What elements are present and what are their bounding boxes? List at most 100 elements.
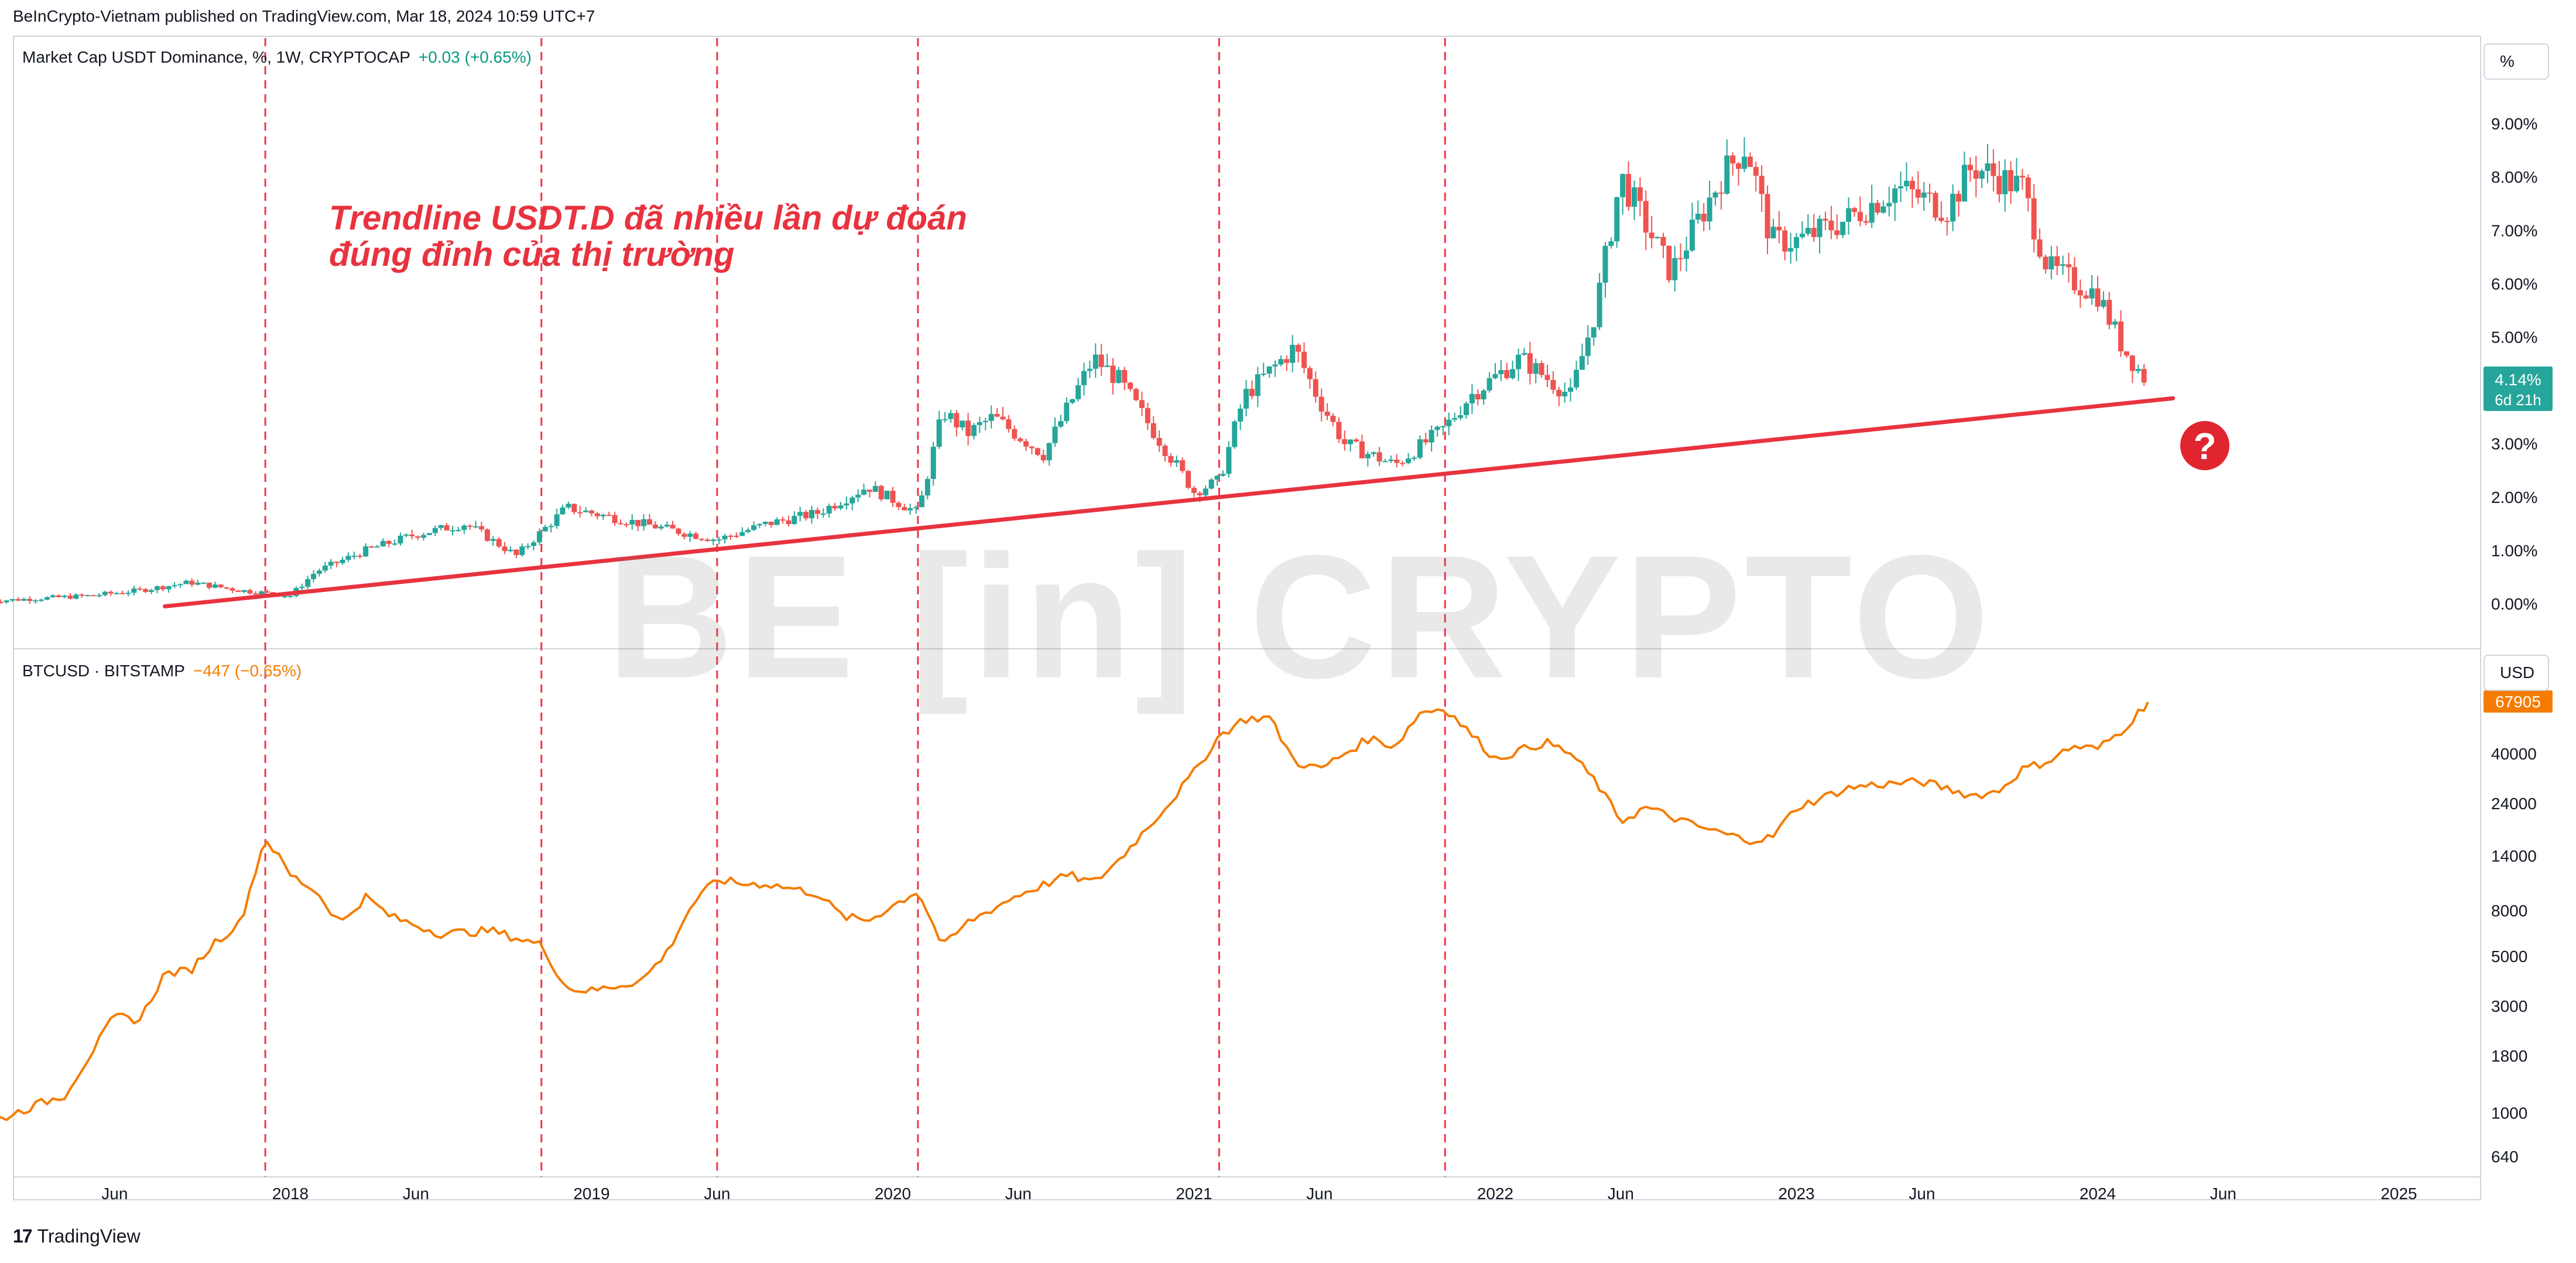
- usdt-candle-body: [1770, 227, 1776, 239]
- usdt-candle: [646, 514, 652, 525]
- usdt-candle: [2077, 279, 2083, 309]
- time-axis-label: 2025: [2380, 1185, 2417, 1203]
- usdt-candle: [1736, 162, 1742, 186]
- usdt-candle: [513, 549, 519, 559]
- usdt-candle: [728, 534, 734, 540]
- usdt-candle-body: [1481, 390, 1486, 400]
- usdt-candle-body: [1527, 353, 1533, 374]
- tradingview-branding[interactable]: 17 TradingView: [13, 1226, 141, 1247]
- usdt-candle: [1996, 160, 2002, 203]
- usdt-candle: [948, 409, 954, 423]
- usdt-candle-body: [1556, 389, 1562, 396]
- time-axis-label: Jun: [2210, 1185, 2236, 1203]
- usdt-candle-body: [1637, 187, 1643, 201]
- usdt-candle-body: [1324, 411, 1330, 416]
- usdt-candle-body: [496, 539, 502, 547]
- usdt-candle: [872, 481, 878, 492]
- usdt-candle: [635, 519, 641, 532]
- usdt-candle-body: [2013, 176, 2019, 191]
- usdt-candle-body: [2112, 321, 2118, 325]
- usdt-candle: [206, 582, 212, 590]
- usdt-candle: [1186, 470, 1191, 490]
- usdt-candle-body: [1973, 170, 1979, 179]
- tradingview-logo-icon: 17: [13, 1226, 33, 1247]
- btcusd-symbol: BTCUSD · BITSTAMP: [22, 662, 185, 680]
- usdt-candle-body: [2101, 300, 2106, 307]
- usdt-candle: [832, 502, 838, 511]
- usdt-candle-body: [977, 422, 982, 425]
- usdt-candle-body: [415, 536, 421, 538]
- usdt-candle: [1637, 177, 1643, 217]
- usdt-candle: [1886, 186, 1892, 217]
- usdt-candle-body: [954, 413, 960, 427]
- usdt-candle: [1678, 243, 1684, 272]
- btcusd-legend[interactable]: BTCUSD · BITSTAMP −447 (−0.65%): [22, 662, 302, 680]
- usdt-candle: [1979, 169, 1985, 189]
- usdt-candle: [467, 524, 473, 530]
- time-axis-label: Jun: [1306, 1185, 1332, 1203]
- usdt-candle-body: [1122, 369, 1128, 383]
- usdt-candle-body: [855, 494, 861, 498]
- usdt-candle-body: [606, 515, 612, 516]
- usdt-candle: [687, 530, 693, 542]
- usdt-candle-body: [1417, 439, 1423, 458]
- usdt-candle-body: [832, 505, 838, 509]
- usdt-candle: [554, 508, 560, 529]
- usdt-candle: [1903, 162, 1909, 191]
- usdt-candle-body: [351, 556, 357, 557]
- usdt-candle: [119, 590, 125, 594]
- usdt-candle-body: [305, 579, 311, 587]
- usdt-candle-body: [229, 588, 235, 591]
- usdt-candle-body: [1000, 416, 1006, 420]
- usdt-candle: [2043, 255, 2049, 274]
- usdt-candle: [1660, 232, 1666, 258]
- usdt-candle-body: [409, 534, 415, 536]
- usdt-candle-body: [467, 525, 473, 527]
- usdt-candle: [1944, 217, 1950, 236]
- usd-currency-button[interactable]: USD: [2483, 655, 2549, 691]
- usdt-candle: [1875, 200, 1880, 215]
- usdt-candle: [954, 410, 960, 437]
- usdt-candle-body: [2037, 239, 2043, 257]
- usdt-candle-body: [826, 505, 832, 514]
- usdt-candle: [624, 522, 629, 528]
- btcusd-price-line: [0, 701, 2149, 1121]
- usdt-candle: [994, 408, 1000, 417]
- usdt-candle: [890, 487, 896, 507]
- usdt-candle: [1458, 406, 1464, 420]
- usdt-candle-body: [1562, 392, 1568, 396]
- usdt-dominance-legend[interactable]: Market Cap USDT Dominance, %, 1W, CRYPTO…: [22, 48, 532, 67]
- usdt-candle-body: [1944, 221, 1950, 223]
- usdt-candle: [1092, 343, 1098, 378]
- usdt-candle-body: [1828, 220, 1834, 231]
- usdt-candle: [1562, 382, 1568, 403]
- usdt-candle-body: [566, 504, 571, 508]
- usdt-candle-body: [1058, 421, 1064, 427]
- usdt-candle: [450, 526, 455, 536]
- usdt-candle-body: [756, 523, 762, 526]
- usdt-candle: [1834, 214, 1840, 239]
- usdt-candle: [1208, 478, 1214, 490]
- usdt-candle-body: [1376, 452, 1382, 462]
- usdt-candle-body: [1446, 419, 1452, 426]
- usdt-candle-body: [716, 539, 722, 541]
- usdt-candle-body: [2066, 264, 2072, 268]
- usdt-candle-body: [4, 600, 9, 603]
- usdt-candle-body: [1116, 369, 1122, 383]
- usdt-candle: [1214, 475, 1220, 486]
- usdt-candle: [386, 540, 392, 547]
- usdt-candle-body: [1799, 234, 1805, 237]
- usdt-candle-body: [519, 546, 525, 555]
- usdt-candle: [1672, 245, 1678, 292]
- usdt-candle-body: [137, 588, 143, 590]
- usdt-price-tag: [2483, 366, 2553, 411]
- usdt-candle-body: [982, 420, 988, 423]
- usdt-candle: [2037, 228, 2043, 259]
- usdt-candle-body: [884, 491, 890, 499]
- usdt-candle: [351, 552, 357, 559]
- usdt-candle-body: [2129, 355, 2135, 371]
- usdt-candle: [1730, 152, 1736, 176]
- percent-scale-button[interactable]: %: [2483, 43, 2549, 80]
- usdt-candle: [247, 588, 253, 595]
